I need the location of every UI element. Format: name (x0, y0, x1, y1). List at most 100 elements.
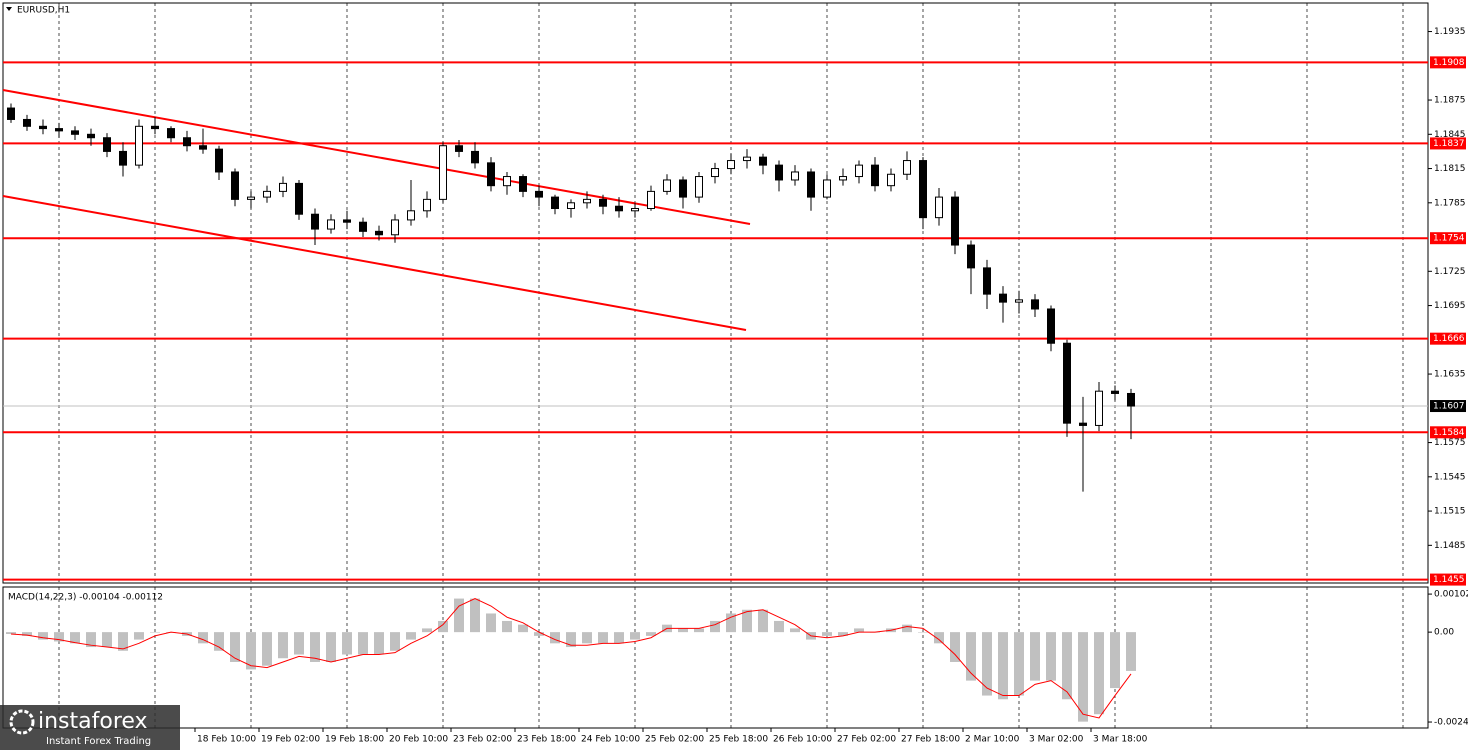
y-tick-label: 1.1485 (1434, 541, 1466, 551)
candle-body (311, 213, 319, 230)
macd-bar (310, 632, 320, 662)
candle-body (199, 145, 207, 150)
signal-line (10, 598, 1132, 719)
macd-bar (470, 598, 480, 633)
macd-bar (838, 632, 848, 636)
x-tick-label: 20 Feb 10:00 (389, 735, 448, 745)
macd-bar (1078, 632, 1088, 722)
macd-bar (86, 632, 96, 648)
macd-panel (2, 586, 1429, 729)
candle-body (967, 244, 975, 269)
candle-body (823, 179, 831, 198)
x-tick-label: 2 Mar 10:00 (965, 735, 1020, 745)
candle-body (455, 145, 463, 152)
macd-bar (950, 632, 960, 662)
macd-bar (6, 632, 16, 634)
x-tick-label: 3 Mar 02:00 (1029, 735, 1084, 745)
candle-body (295, 182, 303, 215)
level-label-box (1430, 56, 1466, 69)
candle-body (87, 133, 95, 139)
macd-bar (134, 632, 144, 640)
x-tick-label: 23 Feb 02:00 (453, 735, 512, 745)
x-tick-label: 23 Feb 18:00 (517, 735, 576, 745)
candle-body (1047, 308, 1055, 344)
macd-bar (982, 632, 992, 696)
symbol-title: EURUSD,H1 (17, 6, 70, 16)
candle-body (279, 182, 287, 192)
level-label-box (1430, 137, 1466, 150)
candle-body (343, 219, 351, 223)
candle-body (503, 176, 511, 187)
level-label: 1.1584 (1433, 428, 1465, 438)
macd-bar (102, 632, 112, 648)
y-tick-label: 1.1515 (1434, 507, 1466, 517)
candle-body (55, 128, 63, 132)
x-tick-label: 24 Feb 10:00 (581, 735, 640, 745)
macd-bar (534, 632, 544, 636)
macd-bar (326, 632, 336, 662)
candle-body (759, 156, 767, 166)
candle-body (791, 171, 799, 181)
candle-body (7, 107, 15, 120)
macd-bar (422, 628, 432, 633)
plot: 1.1935 1.1875 1.1845 1.1815 1.1785 1.1725 1.16… (3, 27, 1468, 745)
candle-body (167, 128, 175, 139)
y-tick-label: 1.1785 (1434, 198, 1466, 208)
x-tick-label: 26 Feb 10:00 (773, 735, 832, 745)
candle-body (871, 164, 879, 187)
macd-bar (294, 632, 304, 655)
macd-bar (230, 632, 240, 662)
candle-body (247, 196, 255, 200)
macd-bar (70, 632, 80, 644)
candle-body (151, 125, 159, 130)
level-label: 1.1837 (1433, 139, 1465, 149)
logo-name: instaforex (38, 709, 148, 734)
symbol-marker (6, 7, 12, 11)
macd-bar (214, 632, 224, 651)
candle-body (855, 164, 863, 178)
candle-body (807, 171, 815, 198)
logo-icon (9, 709, 35, 735)
candle-body (487, 162, 495, 187)
level-label-box (1430, 426, 1466, 439)
candle-body (407, 210, 415, 221)
candle-body (887, 173, 895, 187)
macd-bar (726, 613, 736, 633)
level-label-box (1430, 573, 1466, 586)
candle-body (999, 293, 1007, 303)
macd-bar (374, 632, 384, 655)
candle-body (839, 176, 847, 181)
macd-bar (198, 632, 208, 644)
candle-body (1063, 342, 1071, 424)
candle-body (39, 125, 47, 130)
logo-tagline: Instant Forex Trading (46, 736, 151, 747)
x-tick-label: 18 Feb 10:00 (197, 735, 256, 745)
macd-bar (438, 620, 448, 633)
macd-bar (1030, 632, 1040, 681)
macd-bar (998, 632, 1008, 700)
candle-body (935, 196, 943, 219)
trend-line-upper (2, 89, 751, 225)
candle-body (1111, 390, 1119, 394)
logo: instaforex Instant Forex Trading (0, 705, 180, 750)
candle-body (551, 196, 559, 210)
macd-bar (454, 598, 464, 633)
x-tick-label: 19 Feb 02:00 (261, 735, 320, 745)
y-tick-label: 1.1635 (1434, 370, 1466, 380)
candle-body (743, 156, 751, 162)
x-tick-label: 27 Feb 18:00 (901, 735, 960, 745)
macd-bar (614, 632, 624, 644)
candle-body (695, 176, 703, 198)
y-tick-label: 1.1875 (1434, 96, 1466, 106)
candle-body (423, 198, 431, 212)
macd-bar (406, 632, 416, 640)
candle-body (103, 137, 111, 152)
macd-bar (1062, 632, 1072, 700)
candle-body (215, 148, 223, 173)
macd-bar (598, 632, 608, 644)
macd-bar (118, 632, 128, 651)
macd-bar (150, 632, 160, 633)
y-tick-label: 1.1725 (1434, 267, 1466, 277)
macd-bar (246, 632, 256, 670)
x-tick-label: 27 Feb 02:00 (837, 735, 896, 745)
